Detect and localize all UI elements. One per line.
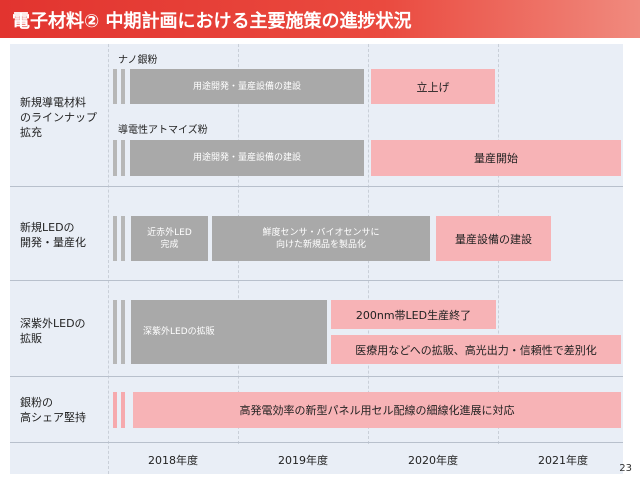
- gray-bar: 用途開発・量産設備の建設: [130, 140, 364, 176]
- timeline-tick: [113, 140, 117, 176]
- year-label: 2020年度: [408, 454, 458, 467]
- timeline-tick: [121, 216, 125, 261]
- year-label: 2021年度: [538, 454, 588, 467]
- row-label-new-led: 新規LEDの 開発・量産化: [20, 221, 86, 249]
- sub-label-atomized-powder: 導電性アトマイズ粉: [118, 125, 208, 136]
- timeline-tick: [113, 392, 117, 428]
- row-divider: [10, 442, 623, 443]
- row-divider: [10, 280, 623, 281]
- timeline-tick: [113, 216, 117, 261]
- gray-bar: 鮮度センサ・バイオセンサに 向けた新規品を製品化: [212, 216, 430, 261]
- timeline-tick: [121, 300, 125, 364]
- timeline-tick: [113, 300, 117, 364]
- timeline-tick: [121, 69, 125, 104]
- gray-bar: 近赤外LED 完成: [131, 216, 208, 261]
- pink-bar: 高発電効率の新型パネル用セル配線の細線化進展に対応: [133, 392, 621, 428]
- year-label: 2018年度: [148, 454, 198, 467]
- timeline-tick: [121, 392, 125, 428]
- gray-bar: 深紫外LEDの拡販: [131, 300, 327, 364]
- row-label-conductive: 新規導電材料 のラインナップ 拡充: [20, 96, 97, 139]
- pink-bar: 量産設備の建設: [436, 216, 551, 261]
- page-title: 電子材料② 中期計画における主要施策の進捗状況: [12, 11, 412, 32]
- pink-bar: 医療用などへの拡販、高光出力・信頼性で差別化: [331, 335, 621, 364]
- sub-label-nano-silver: ナノ銀粉: [118, 55, 158, 66]
- row-label-silver-powder: 銀粉の 高シェア堅持: [20, 396, 86, 424]
- timeline-tick: [113, 69, 117, 104]
- row-label-deep-uv-led: 深紫外LEDの 拡販: [20, 317, 86, 345]
- timeline-tick: [121, 140, 125, 176]
- row-divider: [10, 186, 623, 187]
- title-bar: 電子材料② 中期計画における主要施策の進捗状況: [0, 0, 640, 38]
- row-divider: [10, 376, 623, 377]
- gray-bar: 用途開発・量産設備の建設: [130, 69, 364, 104]
- label-column-divider: [108, 44, 110, 474]
- pink-bar: 200nm帯LED生産終了: [331, 300, 496, 329]
- pink-bar: 量産開始: [371, 140, 621, 176]
- page-number: 23: [619, 463, 632, 474]
- pink-bar: 立上げ: [371, 69, 495, 104]
- year-label: 2019年度: [278, 454, 328, 467]
